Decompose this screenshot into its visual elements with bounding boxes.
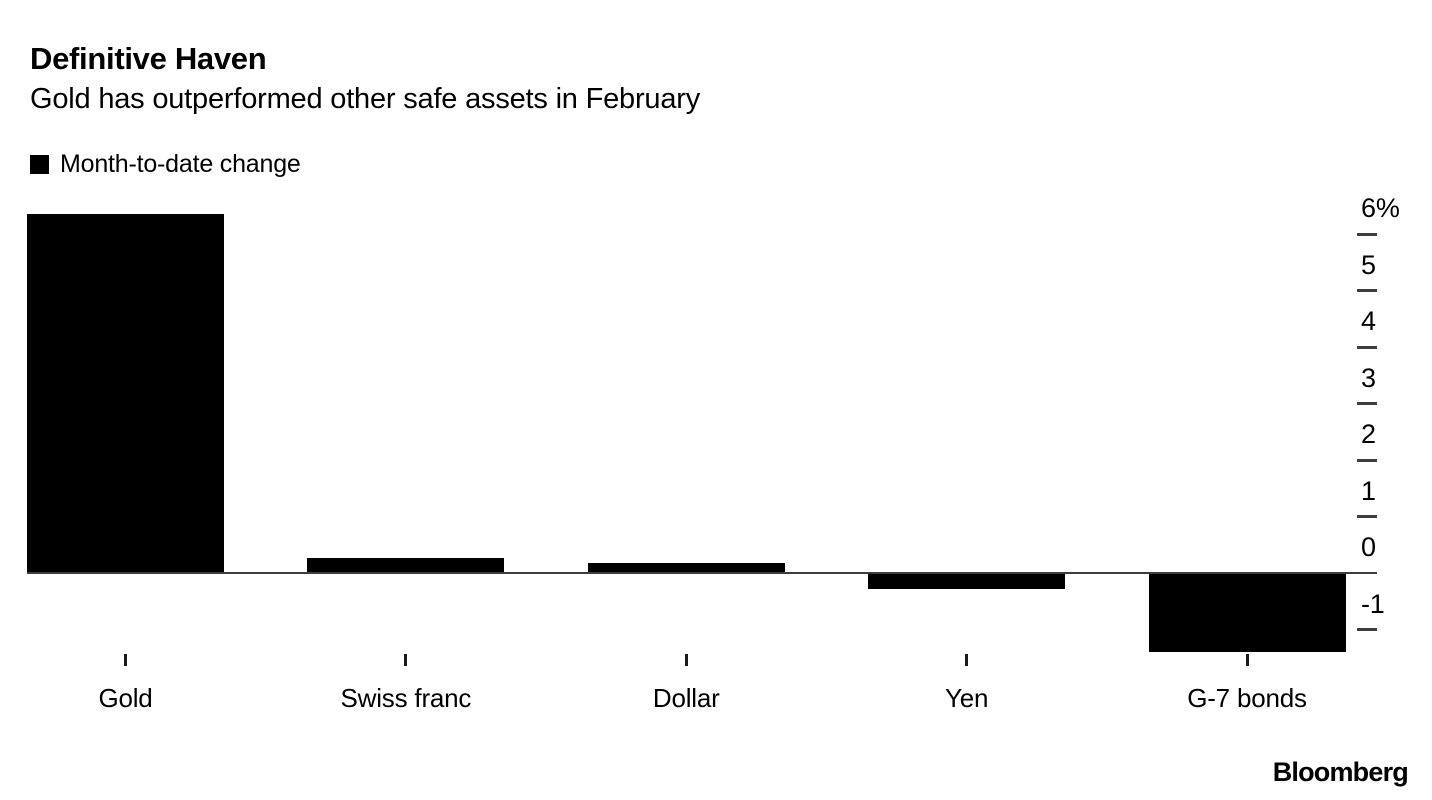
- bar-gold: [27, 214, 224, 573]
- y-tick-1: [1357, 515, 1377, 518]
- x-label-swiss-franc: Swiss franc: [340, 683, 472, 713]
- x-tick-swiss-franc: [404, 654, 408, 666]
- x-tick-gold: [124, 654, 127, 666]
- y-tick-label-0: 0: [1361, 532, 1376, 562]
- legend: Month-to-date change: [30, 150, 301, 179]
- y-tick-label-6: 6%: [1361, 193, 1400, 223]
- y-tick-label-2: 2: [1361, 419, 1376, 449]
- bar-dollar: [587, 562, 785, 573]
- y-tick-2: [1357, 458, 1377, 462]
- y-tick-4: [1357, 345, 1377, 349]
- bloomberg-logo: Bloomberg: [1272, 757, 1409, 787]
- chart-title: Definitive Haven: [30, 41, 267, 76]
- y-tick-label-5: 5: [1361, 249, 1376, 280]
- x-label-gold: Gold: [98, 683, 153, 713]
- bar-g-7-bonds: [1148, 573, 1346, 653]
- legend-swatch-icon: [30, 155, 49, 174]
- zero-axis-line: [27, 572, 1377, 574]
- x-label-g-7-bonds: G-7 bonds: [1187, 683, 1307, 713]
- x-tick-g-7-bonds: [1245, 654, 1249, 666]
- y-tick-6: [1357, 232, 1377, 236]
- chart-subtitle: Gold has outperformed other safe assets …: [30, 83, 701, 115]
- y-tick-label-4: 4: [1361, 306, 1376, 336]
- x-tick-dollar: [684, 654, 688, 666]
- y-tick--1: [1357, 628, 1377, 631]
- y-tick-label--1: -1: [1361, 588, 1385, 619]
- x-label-yen: Yen: [944, 683, 989, 713]
- x-label-dollar: Dollar: [652, 683, 720, 713]
- bar-swiss-franc: [307, 557, 505, 573]
- y-tick-label-3: 3: [1361, 362, 1376, 393]
- x-tick-yen: [965, 654, 969, 666]
- bar-yen: [868, 573, 1066, 589]
- y-tick-3: [1357, 402, 1377, 405]
- y-tick-label-1: 1: [1361, 475, 1376, 506]
- y-tick-5: [1357, 289, 1377, 292]
- legend-label: Month-to-date change: [60, 150, 301, 178]
